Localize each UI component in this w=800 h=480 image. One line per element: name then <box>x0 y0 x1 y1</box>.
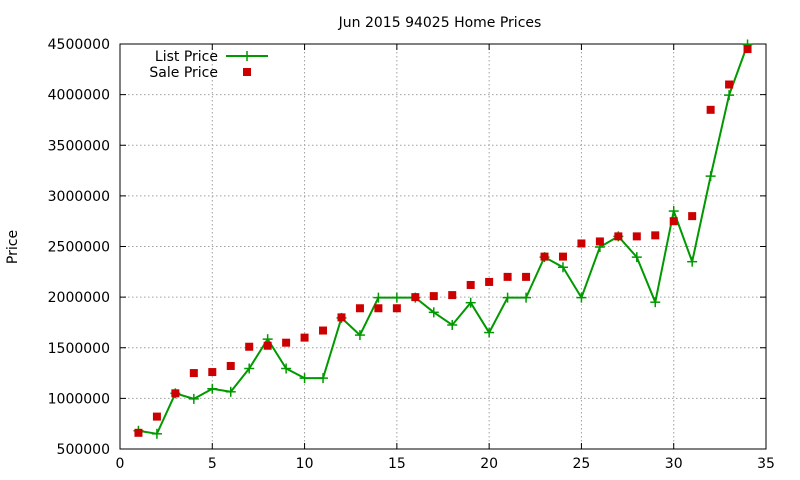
x-axis: 0 5 10 15 20 25 30 35 <box>116 44 775 472</box>
sale-price-point <box>282 338 291 347</box>
sale-price-point <box>429 292 438 301</box>
list-price-point <box>188 393 199 404</box>
sale-price-point <box>263 341 272 350</box>
y-axis: 500000 1000000 1500000 2000000 2500000 300000… <box>48 37 766 458</box>
list-price-point <box>465 297 476 308</box>
sale-price-point <box>337 313 346 322</box>
sale-price-point <box>171 389 180 398</box>
sale-price-point <box>466 280 475 289</box>
sale-price-point <box>485 277 494 286</box>
list-price-point <box>354 330 365 341</box>
list-price-point <box>576 292 587 303</box>
y-tick-label: 1000000 <box>48 391 110 407</box>
sale-price-point <box>355 304 364 313</box>
sale-price-point <box>374 304 383 313</box>
sale-price-point <box>595 237 604 246</box>
y-tick-label: 3000000 <box>48 189 110 205</box>
list-price-point <box>428 307 439 318</box>
y-tick-label: 2500000 <box>48 240 110 256</box>
sale-price-point <box>540 252 549 261</box>
legend-label: List Price <box>155 49 218 65</box>
sale-price-point <box>558 252 567 261</box>
x-tick-label: 20 <box>480 456 498 472</box>
sale-price-point <box>614 232 623 241</box>
y-tick-label: 4500000 <box>48 37 110 53</box>
sale-price-point <box>743 45 752 54</box>
x-tick-label: 10 <box>296 456 314 472</box>
list-price-point <box>650 297 661 308</box>
sale-price-point <box>411 293 420 302</box>
y-tick-label: 2000000 <box>48 290 110 306</box>
list-price-point <box>225 386 236 397</box>
list-price-point <box>502 292 513 303</box>
y-tick-label: 4000000 <box>48 88 110 104</box>
list-price-point <box>668 206 679 217</box>
legend-plus-marker <box>242 51 252 61</box>
list-price-point <box>724 90 735 101</box>
list-price-point <box>281 363 292 374</box>
x-tick-label: 35 <box>757 456 775 472</box>
list-price-point <box>447 319 458 330</box>
sale-price-point <box>319 326 328 335</box>
chart-title: Jun 2015 94025 Home Prices <box>338 15 542 31</box>
sale-price-point <box>134 428 143 437</box>
list-price-point <box>299 373 310 384</box>
list-price-point <box>151 428 162 439</box>
list-price-point <box>687 256 698 267</box>
list-price-point <box>705 171 716 182</box>
sale-price-point <box>392 304 401 313</box>
list-price-line <box>138 44 749 435</box>
x-tick-label: 30 <box>665 456 683 472</box>
sale-price-point <box>226 361 235 370</box>
y-tick-label: 500000 <box>57 442 110 458</box>
sale-price-point <box>632 232 641 241</box>
sale-price-point <box>245 342 254 351</box>
y-tick-label: 1500000 <box>48 341 110 357</box>
sale-price-point <box>688 212 697 221</box>
list-price-point <box>557 262 568 273</box>
sale-price-point <box>522 272 531 281</box>
y-axis-label: Price <box>5 230 21 264</box>
list-price-point <box>521 292 532 303</box>
x-tick-label: 0 <box>116 456 125 472</box>
x-tick-label: 15 <box>388 456 406 472</box>
x-tick-label: 5 <box>208 456 217 472</box>
list-price-point <box>484 327 495 338</box>
list-price-series <box>133 39 753 439</box>
sale-price-point <box>651 231 660 240</box>
sale-price-point <box>300 333 309 342</box>
sale-price-point <box>577 239 586 248</box>
sale-price-point <box>706 105 715 114</box>
y-tick-label: 3500000 <box>48 138 110 154</box>
sale-price-point <box>725 80 734 89</box>
sale-price-point <box>669 217 678 226</box>
sale-price-point <box>503 272 512 281</box>
list-price-point <box>318 373 329 384</box>
series-layer <box>133 39 753 439</box>
sale-price-point <box>208 368 217 377</box>
sale-price-point <box>448 291 457 300</box>
list-price-point <box>373 292 384 303</box>
legend-square-marker <box>243 68 251 76</box>
sale-price-series <box>134 45 752 437</box>
legend-label: Sale Price <box>149 65 218 81</box>
list-price-point <box>207 383 218 394</box>
list-price-point <box>391 292 402 303</box>
x-tick-label: 25 <box>573 456 591 472</box>
sale-price-point <box>152 412 161 421</box>
sale-price-point <box>189 369 198 378</box>
list-price-point <box>244 363 255 374</box>
list-price-point <box>631 252 642 263</box>
